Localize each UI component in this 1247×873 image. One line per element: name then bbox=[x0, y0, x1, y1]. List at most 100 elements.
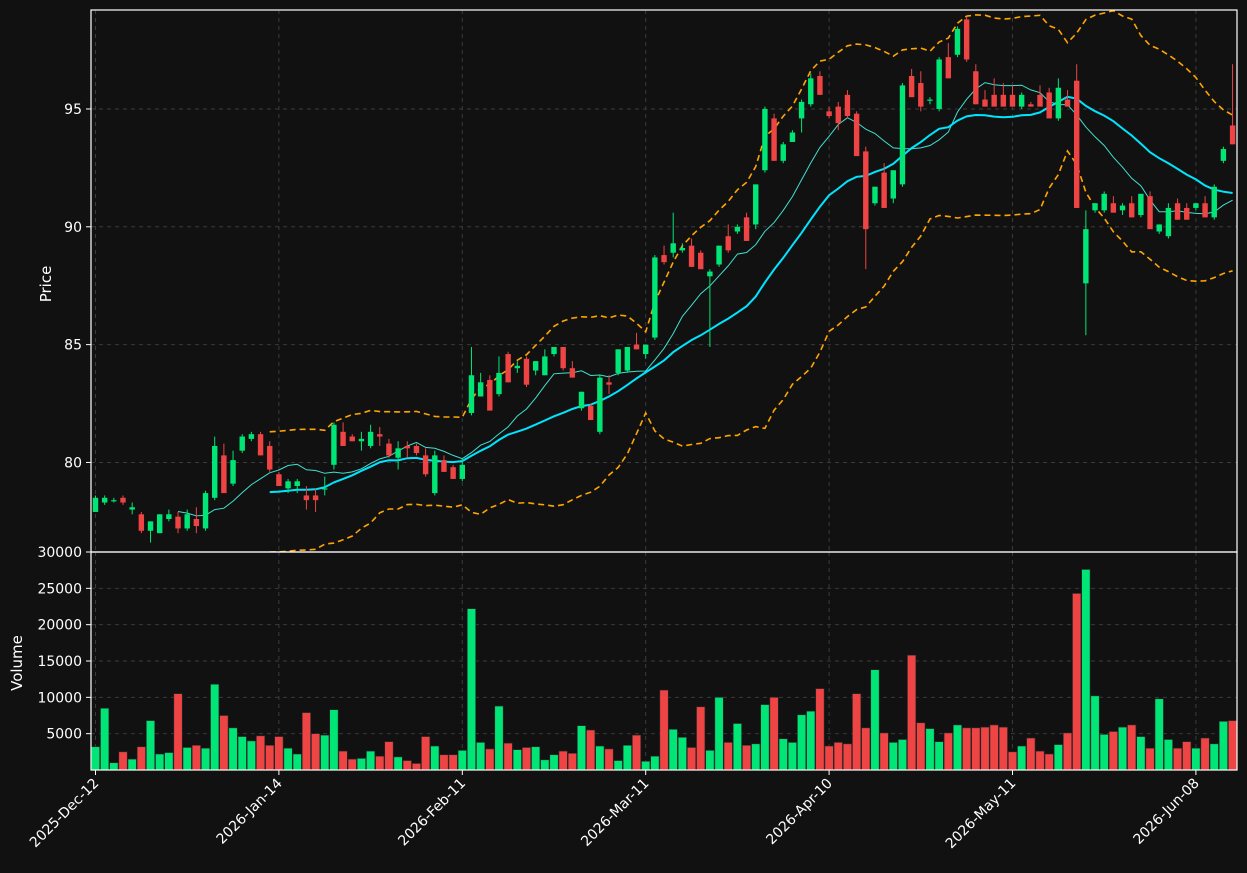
candle bbox=[404, 441, 410, 458]
candle bbox=[322, 476, 328, 496]
candle-body bbox=[982, 99, 988, 107]
candle bbox=[542, 349, 548, 376]
candle-body bbox=[1055, 87, 1062, 119]
candle bbox=[459, 457, 465, 482]
candle-body bbox=[496, 372, 502, 395]
candle bbox=[1064, 90, 1071, 107]
candle-body bbox=[404, 445, 410, 449]
candle-body bbox=[477, 382, 484, 397]
candle bbox=[1138, 193, 1144, 218]
candle-body bbox=[679, 248, 686, 251]
candle bbox=[523, 356, 530, 388]
candle bbox=[826, 106, 832, 119]
candle-body bbox=[1174, 203, 1181, 220]
candle-body bbox=[340, 431, 346, 446]
candle-body bbox=[175, 516, 181, 529]
candle-body bbox=[954, 28, 961, 55]
price-axis-label: Price bbox=[37, 266, 55, 303]
volume-bar bbox=[127, 758, 137, 771]
candle bbox=[367, 424, 374, 449]
volume-bar bbox=[650, 755, 660, 771]
volume-bar bbox=[173, 693, 183, 771]
volume-bar bbox=[1145, 747, 1155, 771]
volume-bar bbox=[91, 746, 101, 771]
volume-bar bbox=[1118, 726, 1128, 771]
candle-body bbox=[202, 493, 209, 529]
candle-body bbox=[514, 365, 521, 369]
candle bbox=[688, 238, 695, 267]
candle bbox=[505, 351, 511, 383]
volume-bar bbox=[952, 724, 962, 771]
candle bbox=[835, 101, 841, 131]
candle-body bbox=[542, 356, 548, 376]
candle bbox=[532, 361, 539, 376]
volume-bar bbox=[521, 747, 531, 771]
volume-bar bbox=[329, 709, 339, 771]
candle bbox=[1193, 203, 1199, 211]
candle bbox=[1184, 203, 1190, 220]
price-tick-label: 80 bbox=[64, 455, 82, 471]
volume-bar bbox=[1044, 753, 1054, 771]
candle bbox=[743, 212, 750, 241]
volume-bar bbox=[466, 608, 476, 771]
volume-bar bbox=[1200, 737, 1210, 771]
candle-body bbox=[267, 445, 273, 470]
candle bbox=[597, 375, 603, 435]
candle-body bbox=[633, 344, 640, 350]
candle bbox=[156, 514, 163, 534]
candle bbox=[285, 478, 291, 494]
candle-body bbox=[422, 455, 429, 475]
volume-bar bbox=[677, 736, 687, 771]
candle bbox=[771, 113, 777, 161]
candle-body bbox=[1119, 205, 1126, 211]
candle bbox=[1101, 191, 1107, 213]
candle bbox=[734, 224, 741, 234]
candle bbox=[111, 497, 117, 503]
candle bbox=[725, 224, 731, 253]
volume-axis-label: Volume bbox=[8, 635, 26, 691]
volume-bar bbox=[641, 760, 651, 771]
candle-body bbox=[1211, 186, 1217, 218]
volume-bar bbox=[301, 712, 311, 771]
candle bbox=[954, 26, 961, 58]
candle-body bbox=[138, 514, 145, 531]
candle-body bbox=[927, 99, 933, 101]
candle bbox=[1000, 83, 1007, 107]
candle-body bbox=[652, 257, 658, 338]
volume-bar bbox=[1154, 698, 1164, 771]
volume-bar bbox=[1209, 743, 1219, 771]
volume-bar bbox=[586, 729, 596, 771]
volume-bar bbox=[1007, 751, 1017, 771]
price-tick-label: 85 bbox=[64, 338, 82, 354]
candle-body bbox=[771, 118, 777, 161]
candle-body bbox=[166, 514, 172, 520]
volume-bars-layer bbox=[91, 569, 1238, 771]
candle-body bbox=[129, 507, 135, 510]
candle bbox=[1018, 92, 1025, 109]
candle bbox=[927, 97, 933, 105]
bollinger-upper-line bbox=[269, 10, 1233, 433]
volume-bar bbox=[879, 732, 889, 771]
volume-bar bbox=[237, 736, 247, 771]
candle-body bbox=[147, 521, 154, 531]
volume-bar bbox=[925, 728, 935, 771]
candle-body bbox=[303, 495, 310, 501]
candle bbox=[1037, 85, 1043, 107]
volume-bar bbox=[742, 744, 752, 771]
candle bbox=[101, 495, 108, 505]
candle bbox=[441, 455, 447, 472]
candle bbox=[881, 163, 887, 208]
candle bbox=[184, 509, 190, 531]
candle bbox=[432, 450, 438, 496]
candle-body bbox=[1202, 203, 1208, 218]
candle bbox=[129, 502, 135, 515]
candle-body bbox=[1083, 229, 1089, 284]
candle-body bbox=[1229, 125, 1236, 145]
volume-bar bbox=[1072, 593, 1082, 771]
candle bbox=[780, 141, 786, 164]
volume-bar bbox=[118, 751, 128, 771]
volume-bar bbox=[219, 715, 229, 771]
volume-bar bbox=[824, 745, 834, 771]
candle bbox=[908, 68, 915, 98]
